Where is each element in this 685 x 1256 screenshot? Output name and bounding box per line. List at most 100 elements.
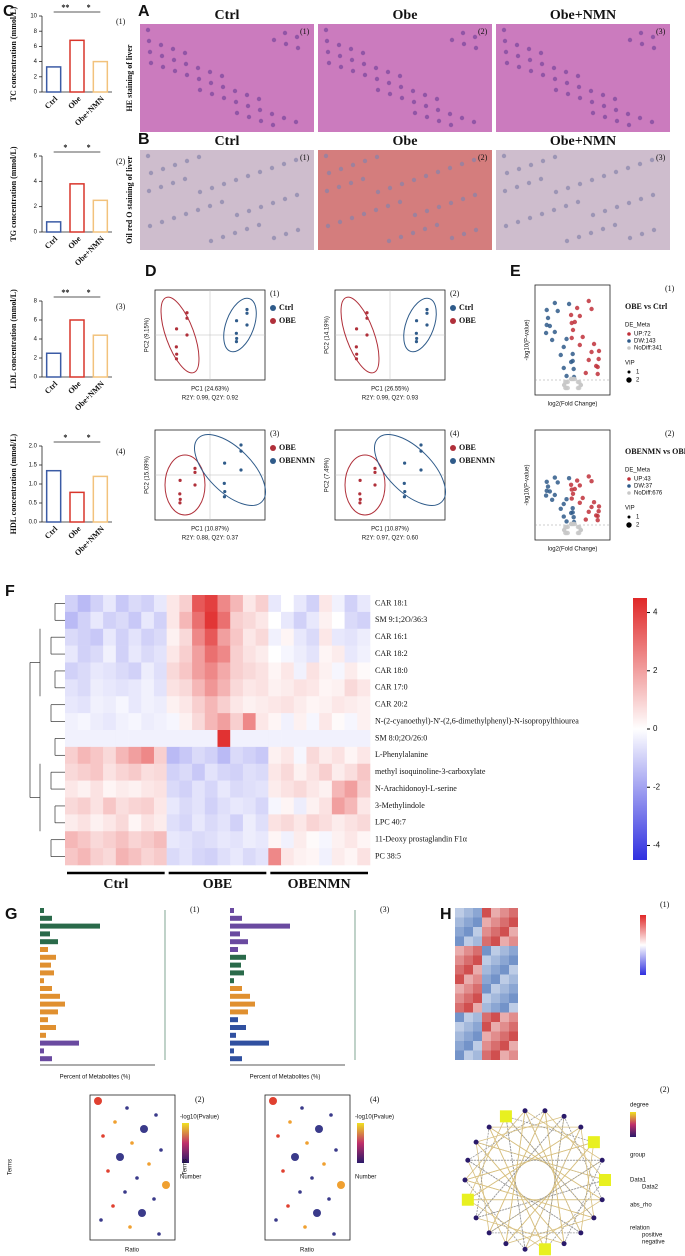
heat-cell [255, 645, 269, 663]
x-axis-label: Percent of Metabolites (%) [250, 1075, 321, 1081]
corr-cell [482, 984, 491, 994]
nucleus [182, 50, 188, 56]
nucleus [410, 230, 416, 236]
enrichment-dot [140, 1125, 148, 1133]
nucleus [589, 99, 595, 105]
heat-cell [204, 645, 218, 663]
heat-cell [166, 848, 180, 866]
legend-label: Ctrl [279, 303, 294, 312]
nucleus [373, 65, 379, 71]
heat-cell [90, 848, 104, 866]
nucleus [182, 176, 188, 182]
volcano-point [596, 509, 601, 514]
category-bar [230, 1025, 246, 1030]
corr-cell [491, 946, 500, 956]
sig-label: * [63, 143, 67, 152]
nucleus [350, 68, 356, 74]
corr-cell [455, 908, 464, 918]
y-tick-label: 4 [34, 179, 38, 185]
sig-label: ** [61, 3, 69, 12]
micrograph-tint [140, 150, 314, 250]
volcano-point [549, 497, 555, 502]
x-axis-label: log2(Fold Change) [548, 547, 598, 553]
volcano-point [563, 524, 568, 530]
y-tick-label: 0 [34, 90, 38, 96]
volcano-point [574, 305, 580, 311]
heat-cell [103, 645, 117, 663]
heat-cell [141, 780, 155, 798]
heat-cell [293, 780, 307, 798]
nucleus [160, 64, 166, 70]
legend-text: abs_rho [630, 1203, 652, 1209]
x-tick-label: Ctrl [43, 94, 60, 111]
color-title: -log10(Pvalue) [355, 1115, 394, 1121]
heat-cell [141, 696, 155, 714]
heat-cell [77, 814, 91, 832]
nucleus [232, 88, 238, 94]
image-tag: (2) [478, 153, 488, 162]
nucleus [282, 30, 288, 36]
volcano-point [589, 306, 594, 312]
heat-cell [179, 763, 193, 781]
volcano-point [580, 334, 585, 340]
score-point [403, 489, 407, 494]
bar [92, 60, 109, 93]
nucleus [336, 42, 342, 48]
nucleus [271, 37, 277, 43]
y-axis-label: -log10(P-value) [525, 464, 531, 505]
score-point [358, 497, 362, 501]
heat-cell [281, 746, 295, 765]
network-node [578, 1124, 584, 1130]
heat-cell [166, 713, 180, 731]
heat-cell [306, 713, 320, 731]
heat-cell [141, 746, 155, 765]
enrichment-dot [157, 1232, 161, 1236]
nucleus [338, 64, 344, 70]
y-axis-label: PC2 (15.09%) [145, 456, 151, 494]
heat-cell [115, 831, 129, 849]
heat-cell [293, 645, 307, 663]
score-point [234, 319, 239, 323]
nucleus [326, 170, 332, 176]
nucleus [385, 203, 391, 209]
x-axis-label: PC1 (26.55%) [371, 387, 409, 393]
heat-cell [230, 679, 244, 697]
heat-cell [217, 730, 231, 748]
bar [69, 491, 85, 523]
heat-cell [65, 814, 79, 832]
corr-cell [473, 1050, 482, 1060]
network-edge [467, 1110, 546, 1161]
legend-label: NoDiff:676 [634, 491, 663, 497]
score-point [358, 478, 362, 483]
nucleus [221, 181, 227, 187]
enrichment-dot [298, 1190, 302, 1194]
heat-cell [268, 763, 282, 781]
heat-cell [268, 814, 282, 832]
corr-cell [455, 1022, 464, 1032]
heat-cell [204, 662, 218, 680]
score-point [415, 336, 419, 341]
heat-cell [128, 679, 142, 697]
heat-cell [230, 797, 244, 815]
nucleus [246, 114, 252, 120]
heat-cell [77, 763, 91, 781]
score-point [239, 468, 243, 472]
score-point [193, 470, 197, 475]
nucleus [148, 170, 154, 176]
heat-cell [344, 645, 358, 663]
heat-cell [217, 662, 231, 680]
corr-cell [500, 984, 509, 994]
volcano-point [570, 351, 575, 357]
nucleus [613, 169, 619, 175]
volcano-point [544, 322, 549, 328]
nucleus [527, 215, 533, 221]
heat-cell [103, 713, 117, 731]
heat-cell [255, 797, 269, 815]
heat-cell [128, 797, 142, 815]
heat-cell [192, 595, 206, 613]
corr-cell [455, 1031, 464, 1041]
category-bar [40, 1056, 52, 1062]
sig-label: ** [61, 288, 69, 297]
heat-cell [230, 848, 244, 866]
enrichment-dot [106, 1169, 110, 1173]
